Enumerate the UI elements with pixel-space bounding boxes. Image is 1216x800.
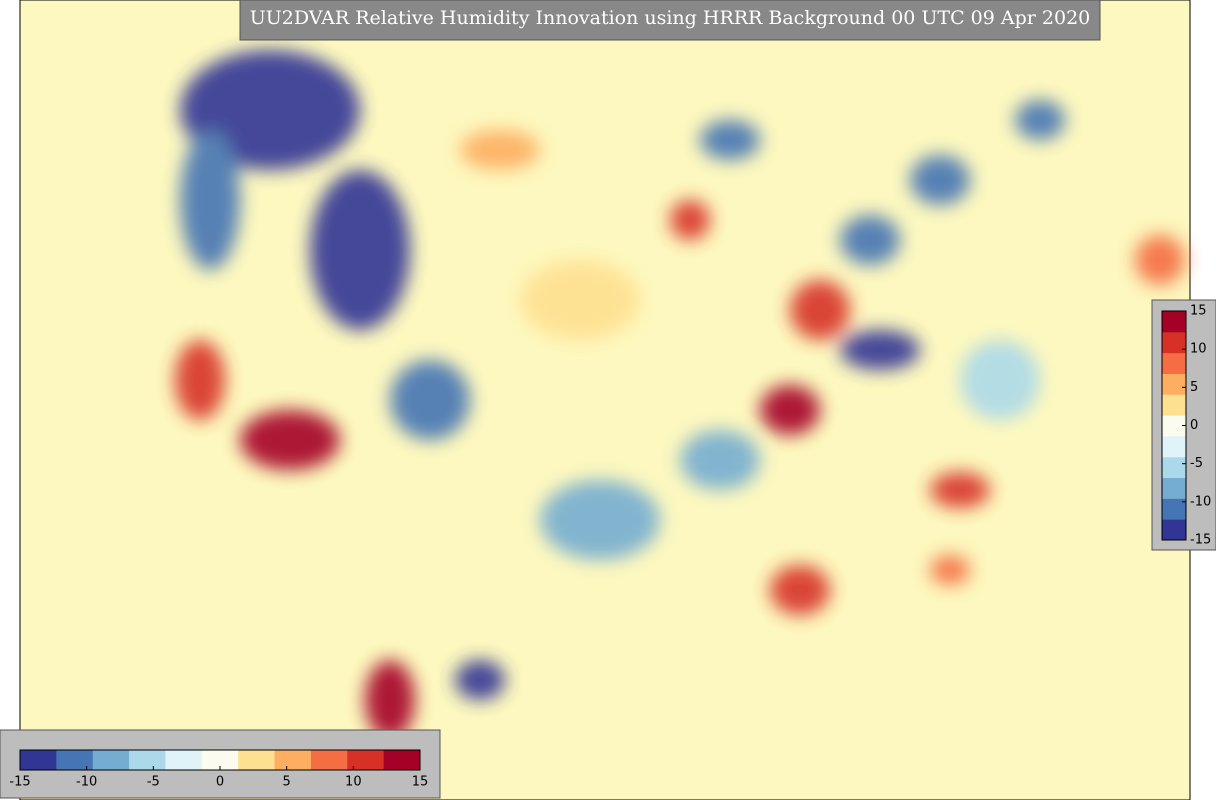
tick-label: -15 (9, 775, 30, 790)
color-step (383, 750, 421, 770)
color-step (1162, 394, 1186, 416)
color-step (1162, 352, 1186, 374)
color-step (238, 750, 276, 770)
color-step (1162, 311, 1186, 333)
horizontal-colorbar: -15 -10 -5 0 5 10 15 (9, 749, 429, 790)
color-step (1162, 331, 1186, 354)
tick-label: 10 (345, 775, 362, 790)
color-step (1162, 435, 1186, 458)
tick-label: 15 (1190, 304, 1207, 319)
color-step (1162, 519, 1186, 541)
color-step (1162, 456, 1186, 479)
vertical-colorbar: -15 -10 -5 0 5 10 15 (1161, 304, 1211, 548)
map-title: UU2DVAR Relative Humidity Innovation usi… (250, 7, 1091, 29)
tick-label: -10 (1190, 494, 1211, 509)
tick-label: 10 (1190, 342, 1207, 357)
color-step (92, 750, 130, 770)
color-step (1162, 477, 1186, 499)
color-step (1162, 373, 1186, 395)
tick-label: -15 (1190, 533, 1211, 548)
tick-label: -10 (76, 775, 97, 790)
tick-label: -5 (147, 775, 160, 790)
color-step (20, 750, 57, 770)
color-step (347, 750, 385, 770)
title-box (239, 0, 1101, 41)
tick-label: 5 (1190, 380, 1198, 395)
color-step (129, 750, 166, 770)
color-step (1162, 415, 1186, 437)
color-step (56, 750, 94, 770)
tick-label: 0 (216, 775, 224, 790)
tick-label: 15 (412, 775, 429, 790)
tick-label: 0 (1190, 418, 1198, 433)
color-step (1162, 498, 1186, 520)
color-step (310, 750, 348, 770)
color-step (165, 750, 203, 770)
color-step (274, 750, 312, 770)
color-step (201, 750, 239, 770)
tick-label: 5 (283, 775, 291, 790)
tick-label: -5 (1190, 456, 1203, 471)
humidity-field (175, 50, 1185, 740)
